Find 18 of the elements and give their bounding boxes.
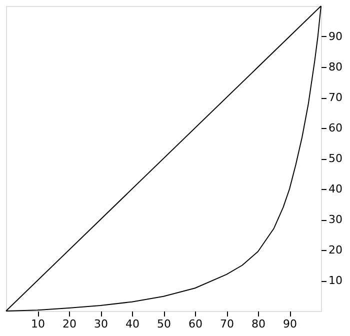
y-tick-label: 70 [328, 91, 342, 104]
y-tick-label: 90 [328, 30, 342, 43]
x-tick-label: 90 [283, 318, 297, 330]
x-tick-label: 70 [220, 318, 234, 330]
x-tick-label: 50 [157, 318, 171, 330]
x-tick-label: 40 [126, 318, 140, 330]
y-tick-label: 50 [328, 152, 342, 165]
x-tick-label: 30 [94, 318, 108, 330]
y-tick-label: 20 [328, 244, 342, 256]
y-tick-label: 60 [328, 122, 342, 134]
y-tick-label: 10 [328, 274, 342, 287]
x-tick-label: 60 [188, 318, 202, 330]
y-tick-label: 40 [328, 182, 342, 196]
y-tick-label: 30 [328, 213, 342, 226]
x-tick-label: 20 [62, 318, 76, 330]
x-tick-label: 80 [252, 318, 266, 330]
x-tick-label: 10 [31, 318, 45, 330]
y-tick-label: 80 [328, 60, 342, 74]
